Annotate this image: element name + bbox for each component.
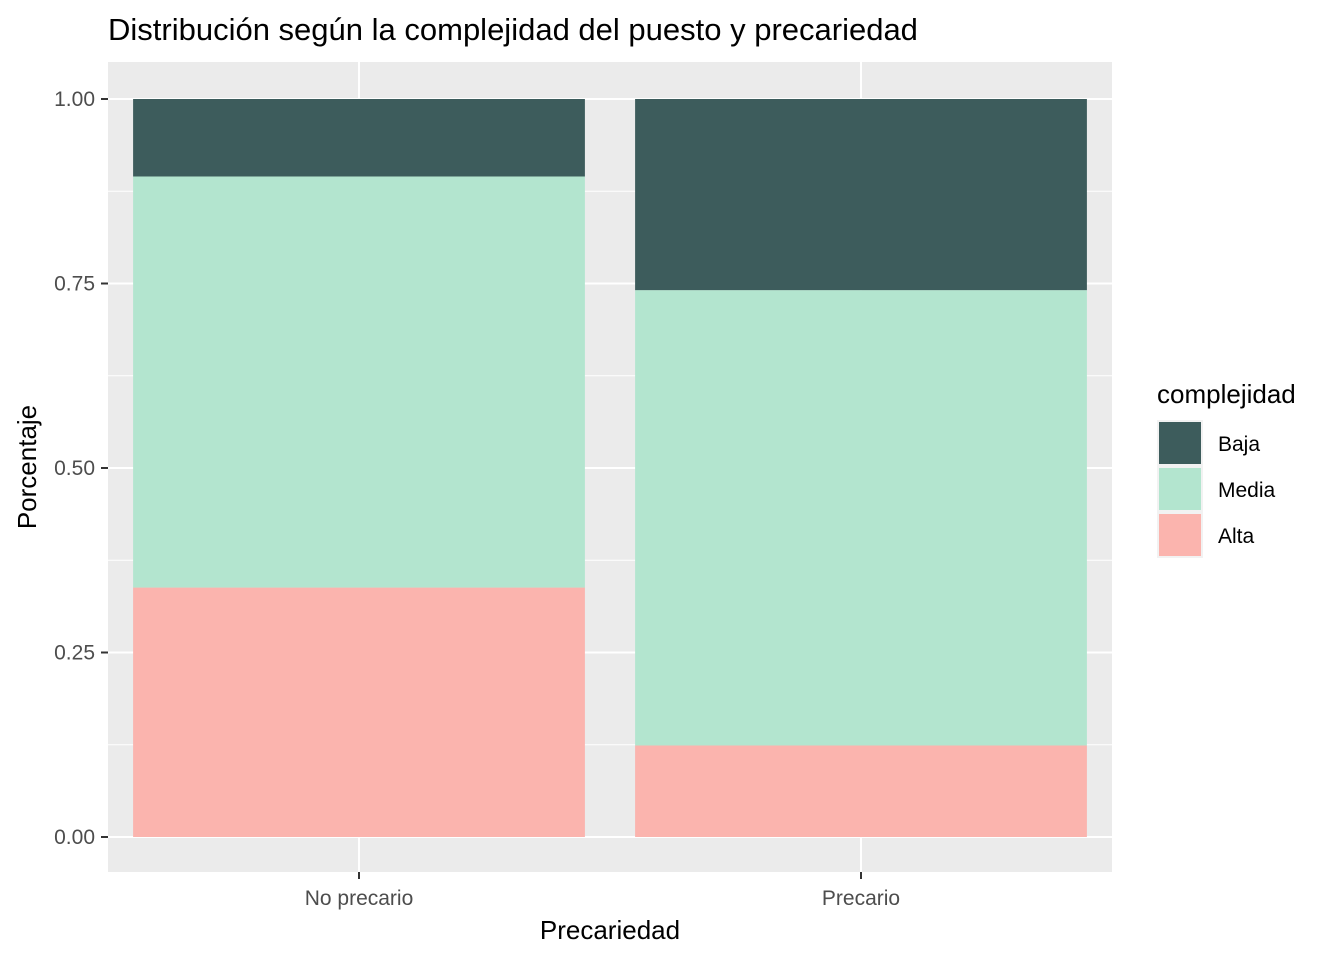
y-tick-label: 0.50 <box>54 457 95 480</box>
legend-swatch-baja <box>1159 422 1201 464</box>
x-tick-label: No precario <box>305 887 414 910</box>
y-axis-title: Porcentaje <box>12 405 42 529</box>
chart-title: Distribución según la complejidad del pu… <box>108 12 918 47</box>
bar-precario-alta <box>635 745 1087 837</box>
legend-swatch-media <box>1159 468 1201 510</box>
x-axis-title: Precariedad <box>540 915 680 945</box>
legend: complejidad Baja Media Alta <box>1157 379 1296 558</box>
legend-label-alta: Alta <box>1218 525 1255 548</box>
y-tick-label: 0.75 <box>54 273 95 296</box>
x-axis: No precario Precario <box>305 872 900 910</box>
y-tick-label: 0.00 <box>54 826 95 849</box>
bars-group <box>133 99 1087 837</box>
y-tick-label: 1.00 <box>54 88 95 111</box>
bar-precario-baja <box>635 99 1087 291</box>
bar-precario-media <box>635 290 1087 746</box>
x-tick-label: Precario <box>822 887 900 910</box>
legend-label-baja: Baja <box>1218 433 1260 456</box>
bar-no-precario-media <box>133 176 585 588</box>
legend-label-media: Media <box>1218 479 1276 502</box>
legend-swatch-alta <box>1159 514 1201 556</box>
y-tick-label: 0.25 <box>54 642 95 665</box>
legend-title: complejidad <box>1157 379 1296 409</box>
y-axis: 0.00 0.25 0.50 0.75 1.00 <box>54 88 108 849</box>
bar-no-precario-baja <box>133 99 585 177</box>
bar-no-precario-alta <box>133 587 585 837</box>
